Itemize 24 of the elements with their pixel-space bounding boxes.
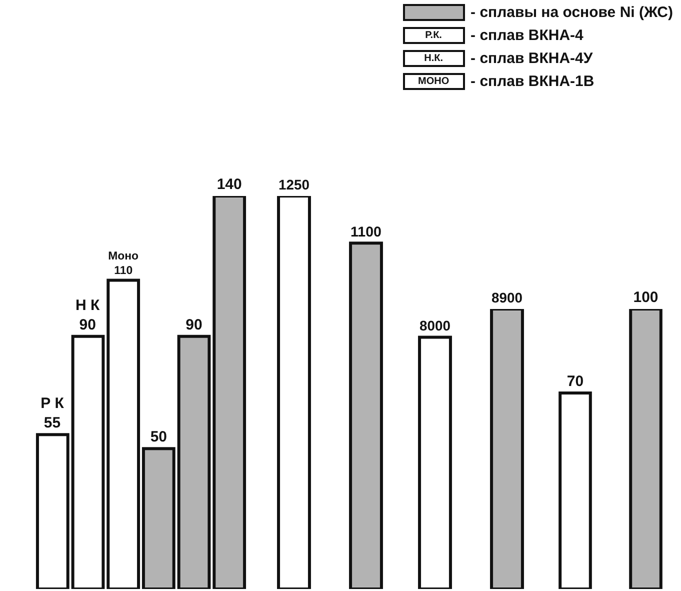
data-label: 1100 [350, 224, 382, 240]
data-label: 8900 [492, 289, 523, 306]
bar [36, 433, 70, 589]
text: - сплав ВКНА-4 [470, 27, 584, 44]
data-label: 100 [633, 289, 658, 306]
data-label: Моно 110 [108, 250, 139, 278]
data-label: 90 [186, 316, 202, 334]
data-label: Н К 90 [76, 296, 100, 334]
data-label: 50 [150, 428, 168, 446]
text: - сплав ВКНА-4У [470, 50, 593, 67]
data-label: 140 [216, 176, 242, 193]
bar [106, 278, 140, 589]
data-label: Р К 55 [40, 395, 65, 432]
legend-swatch: Р.К. [402, 27, 465, 44]
legend-swatch: Н.К. [402, 50, 465, 67]
bar [177, 334, 211, 589]
legend-swatch: МОНО [402, 73, 465, 90]
text: - сплавы на основе Ni (ЖС) [470, 4, 673, 21]
text: - сплав ВКНА-1В [470, 73, 594, 90]
data-label: 70 [566, 373, 584, 390]
bar [71, 334, 105, 589]
data-label: 1250 [278, 176, 310, 192]
bar [142, 447, 176, 589]
data-label: 8000 [420, 318, 451, 334]
